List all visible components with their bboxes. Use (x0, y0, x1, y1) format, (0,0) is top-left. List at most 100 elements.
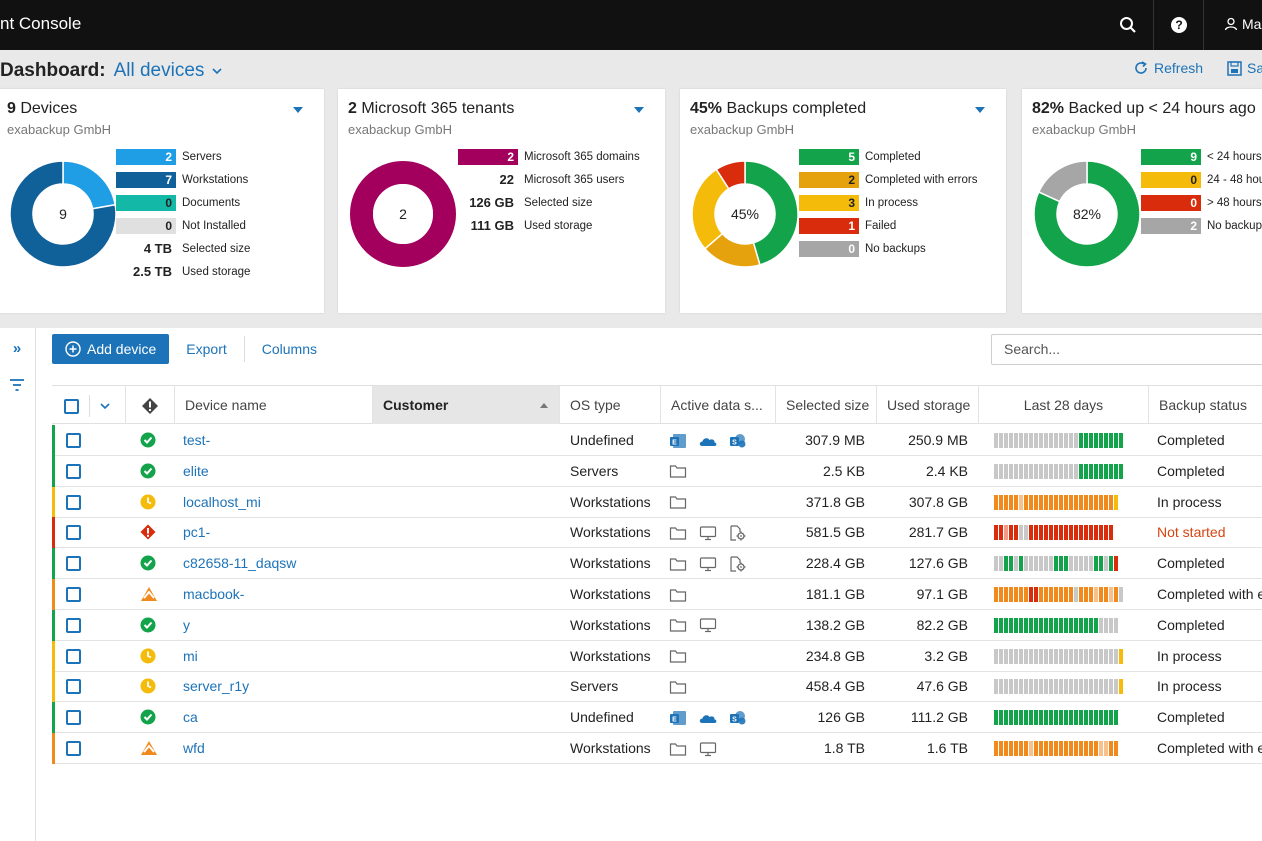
last-28-days-history[interactable] (994, 648, 1123, 664)
row-checkbox[interactable] (66, 741, 81, 756)
last-28-days-history[interactable] (994, 617, 1118, 633)
device-name-link[interactable]: pc1- (183, 524, 211, 541)
filter-icon[interactable] (8, 378, 26, 396)
table-row[interactable]: y Workstations 138.2 GB 82.2 GB Completed (52, 609, 1262, 641)
selected-size-header[interactable]: Selected size (775, 386, 876, 424)
legend-item[interactable]: 0 No backups (799, 237, 977, 260)
legend-item[interactable]: 0 24 - 48 hours (1141, 168, 1262, 191)
search-input[interactable]: Search... (991, 334, 1262, 365)
history-day-bar (1014, 617, 1018, 633)
last-28-days-history[interactable] (994, 556, 1118, 572)
row-checkbox[interactable] (66, 679, 81, 695)
os-type-header[interactable]: OS type (559, 386, 660, 424)
history-day-bar (1104, 617, 1108, 633)
help-icon[interactable]: ? (1155, 0, 1203, 50)
legend-item[interactable]: 2 Servers (116, 145, 250, 168)
history-day-bar (1014, 556, 1018, 572)
table-row[interactable]: server_r1y Servers 458.4 GB 47.6 GB In proce… (52, 671, 1262, 703)
card-menu-caret-icon[interactable] (293, 107, 303, 113)
select-all-checkbox[interactable] (64, 398, 79, 414)
legend-item[interactable]: 9 < 24 hours (1141, 145, 1262, 168)
table-row[interactable]: elite Servers 2.5 KB 2.4 KB Completed (52, 455, 1262, 487)
row-checkbox[interactable] (66, 617, 81, 633)
used-storage: 82.2 GB (916, 616, 968, 633)
history-day-bar (1014, 433, 1018, 448)
row-checkbox[interactable] (66, 556, 81, 572)
customer-header[interactable]: Customer (372, 386, 559, 424)
last-28-days-history[interactable] (994, 433, 1123, 448)
device-name-link[interactable]: test- (183, 432, 211, 448)
legend-item[interactable]: 0 Documents (116, 191, 250, 214)
legend-item[interactable]: 3 In process (799, 191, 977, 214)
legend-item[interactable]: 2 Microsoft 365 domains (458, 145, 640, 168)
add-device-button[interactable]: Add device (52, 334, 170, 364)
row-checkbox[interactable] (66, 525, 81, 541)
row-checkbox[interactable] (66, 463, 81, 479)
device-name-link[interactable]: wfd (183, 740, 205, 756)
device-name-header[interactable]: Device name (174, 386, 372, 424)
device-name-link[interactable]: mi (183, 647, 198, 664)
table-row[interactable]: macbook- Workstations 181.1 GB 97.1 GB Compl… (52, 579, 1262, 610)
table-row[interactable]: test- Undefined E S 307.9 MB 250.9 MB Complete… (52, 425, 1262, 456)
columns-button[interactable]: Columns (261, 341, 317, 357)
table-row[interactable]: localhost_mi Workstations 371.8 GB 307.8 GB… (52, 486, 1262, 518)
last-28-days-history[interactable] (994, 710, 1118, 726)
last-28-days-history[interactable] (994, 525, 1113, 541)
user-menu[interactable]: Max (1224, 16, 1262, 32)
table-row[interactable]: c82658-11_daqsw Workstations 228.4 GB 127.6… (52, 548, 1262, 580)
device-name-link[interactable]: elite (183, 462, 209, 479)
last-28-days-history[interactable] (994, 679, 1123, 695)
device-name-link[interactable]: c82658-11_daqsw (183, 555, 297, 572)
legend-item[interactable]: 2.5 TB Used storage (116, 260, 250, 283)
device-name-link[interactable]: localhost_mi (183, 493, 261, 510)
table-row[interactable]: ca Undefined E S 126 GB 111.2 GB Completed (52, 702, 1262, 734)
backup-status-header[interactable]: Backup status (1148, 386, 1262, 424)
legend-item[interactable]: 22 Microsoft 365 users (458, 168, 640, 191)
export-button[interactable]: Export (186, 341, 227, 357)
last-28-days-history[interactable] (994, 494, 1118, 510)
device-name-link[interactable]: server_r1y (183, 678, 250, 695)
last-28-days-history[interactable] (994, 587, 1123, 602)
table-row[interactable]: pc1- Workstations 581.5 GB 281.7 GB Not star… (52, 517, 1262, 549)
row-checkbox[interactable] (66, 494, 81, 510)
expand-sidebar-icon[interactable]: » (12, 340, 22, 357)
row-checkbox[interactable] (66, 648, 81, 664)
device-name-link[interactable]: y (183, 616, 190, 633)
legend-item[interactable]: 0 Not Installed (116, 214, 250, 237)
select-all-header[interactable] (52, 386, 125, 424)
device-name-link[interactable]: macbook- (183, 586, 245, 602)
device-name-link[interactable]: ca (183, 709, 198, 726)
last-28-days-history[interactable] (994, 463, 1123, 479)
card-menu-caret-icon[interactable] (634, 107, 644, 113)
last-28-days-header[interactable]: Last 28 days (978, 386, 1148, 424)
card-menu-caret-icon[interactable] (975, 107, 985, 113)
table-row[interactable]: mi Workstations 234.8 GB 3.2 GB In process (52, 640, 1262, 672)
row-checkbox[interactable] (66, 433, 81, 448)
history-day-bar (1069, 710, 1073, 726)
legend-item[interactable]: 2 No backups (1141, 214, 1262, 237)
chevron-down-icon[interactable] (100, 403, 110, 410)
legend-item[interactable]: 111 GB Used storage (458, 214, 640, 237)
active-data-header[interactable]: Active data s... (660, 386, 775, 424)
search-icon[interactable] (1104, 0, 1152, 50)
legend-item[interactable]: 1 Failed (799, 214, 977, 237)
legend-item[interactable]: 2 Completed with errors (799, 168, 977, 191)
dashboard-selector[interactable]: All devices (114, 60, 223, 82)
used-storage-header[interactable]: Used storage (876, 386, 978, 424)
row-checkbox[interactable] (66, 710, 81, 726)
legend-item[interactable]: 7 Workstations (116, 168, 250, 191)
legend-item[interactable]: 5 Completed (799, 145, 977, 168)
table-row[interactable]: wfd Workstations 1.8 TB 1.6 TB Completed wit… (52, 733, 1262, 764)
status-header[interactable] (125, 386, 174, 424)
last-28-days-history[interactable] (994, 741, 1118, 756)
refresh-button[interactable]: Refresh (1133, 60, 1203, 76)
legend-item[interactable]: 4 TB Selected size (116, 237, 251, 260)
legend-item[interactable]: 126 GB Selected size (458, 191, 640, 214)
save-button[interactable]: Sa (1227, 60, 1262, 76)
legend-value-bar: 0 (1141, 194, 1201, 211)
row-checkbox[interactable] (66, 587, 81, 602)
history-day-bar (1044, 710, 1048, 726)
legend-label: Documents (182, 196, 241, 209)
legend-item[interactable]: 0 > 48 hours (1141, 191, 1262, 214)
